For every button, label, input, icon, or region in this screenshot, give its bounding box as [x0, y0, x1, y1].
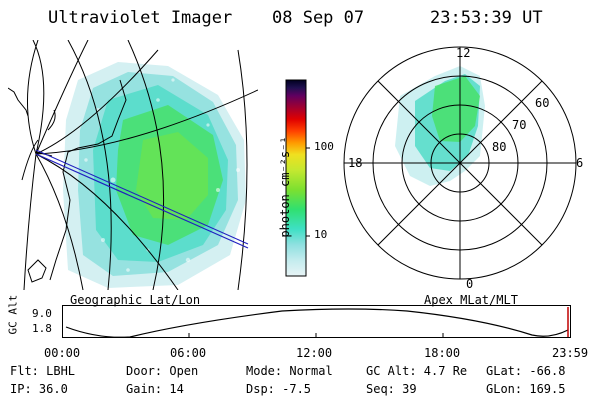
status-mode: Mode: Normal: [246, 364, 333, 378]
status-gain: Gain: 14: [126, 382, 184, 396]
status-dsp: Dsp: -7.5: [246, 382, 312, 396]
alt-xtick-1800: 18:00: [424, 346, 461, 360]
instrument-title: Ultraviolet Imager: [48, 8, 233, 28]
mlt-label-left: 18: [348, 156, 363, 170]
mlt-label-right: 6: [576, 156, 584, 170]
alt-ytick-9: 9.0: [32, 307, 52, 320]
alt-ytick-1-8: 1.8: [32, 322, 52, 335]
lat-label-80: 80: [492, 140, 507, 154]
status-gc-alt: GC Alt: 4.7 Re: [366, 364, 468, 378]
mlt-label-top: 12: [456, 46, 471, 60]
geographic-image: [8, 40, 258, 290]
alt-axis-title: GC Alt: [6, 294, 20, 335]
polar-plot: [343, 46, 577, 280]
status-door: Door: Open: [126, 364, 199, 378]
alt-xtick-0600: 06:00: [170, 346, 207, 360]
status-flt: Flt: LBHL: [10, 364, 76, 378]
color-bar: [285, 79, 310, 277]
geo-panel-label: Geographic Lat/Lon: [70, 293, 201, 307]
status-seq: Seq: 39: [366, 382, 417, 396]
status-ip: IP: 36.0: [10, 382, 68, 396]
time-label: 23:53:39 UT: [430, 8, 543, 28]
alt-xtick-0000: 00:00: [44, 346, 81, 360]
colorbar-tick-100: 100: [314, 140, 334, 153]
mlt-label-bottom: 0: [466, 277, 474, 291]
lat-label-70: 70: [512, 118, 527, 132]
lat-label-60: 60: [535, 96, 550, 110]
altitude-plot: [62, 305, 571, 338]
alt-xtick-2359: 23:59: [552, 346, 589, 360]
status-glon: GLon: 169.5: [486, 382, 566, 396]
alt-xtick-1200: 12:00: [296, 346, 333, 360]
polar-panel-label: Apex MLat/MLT: [424, 293, 518, 307]
colorbar-tick-10: 10: [314, 228, 328, 241]
status-glat: GLat: -66.8: [486, 364, 566, 378]
colorbar-unit-label: photon cm⁻²s⁻¹: [278, 136, 292, 238]
date-label: 08 Sep 07: [272, 8, 365, 28]
